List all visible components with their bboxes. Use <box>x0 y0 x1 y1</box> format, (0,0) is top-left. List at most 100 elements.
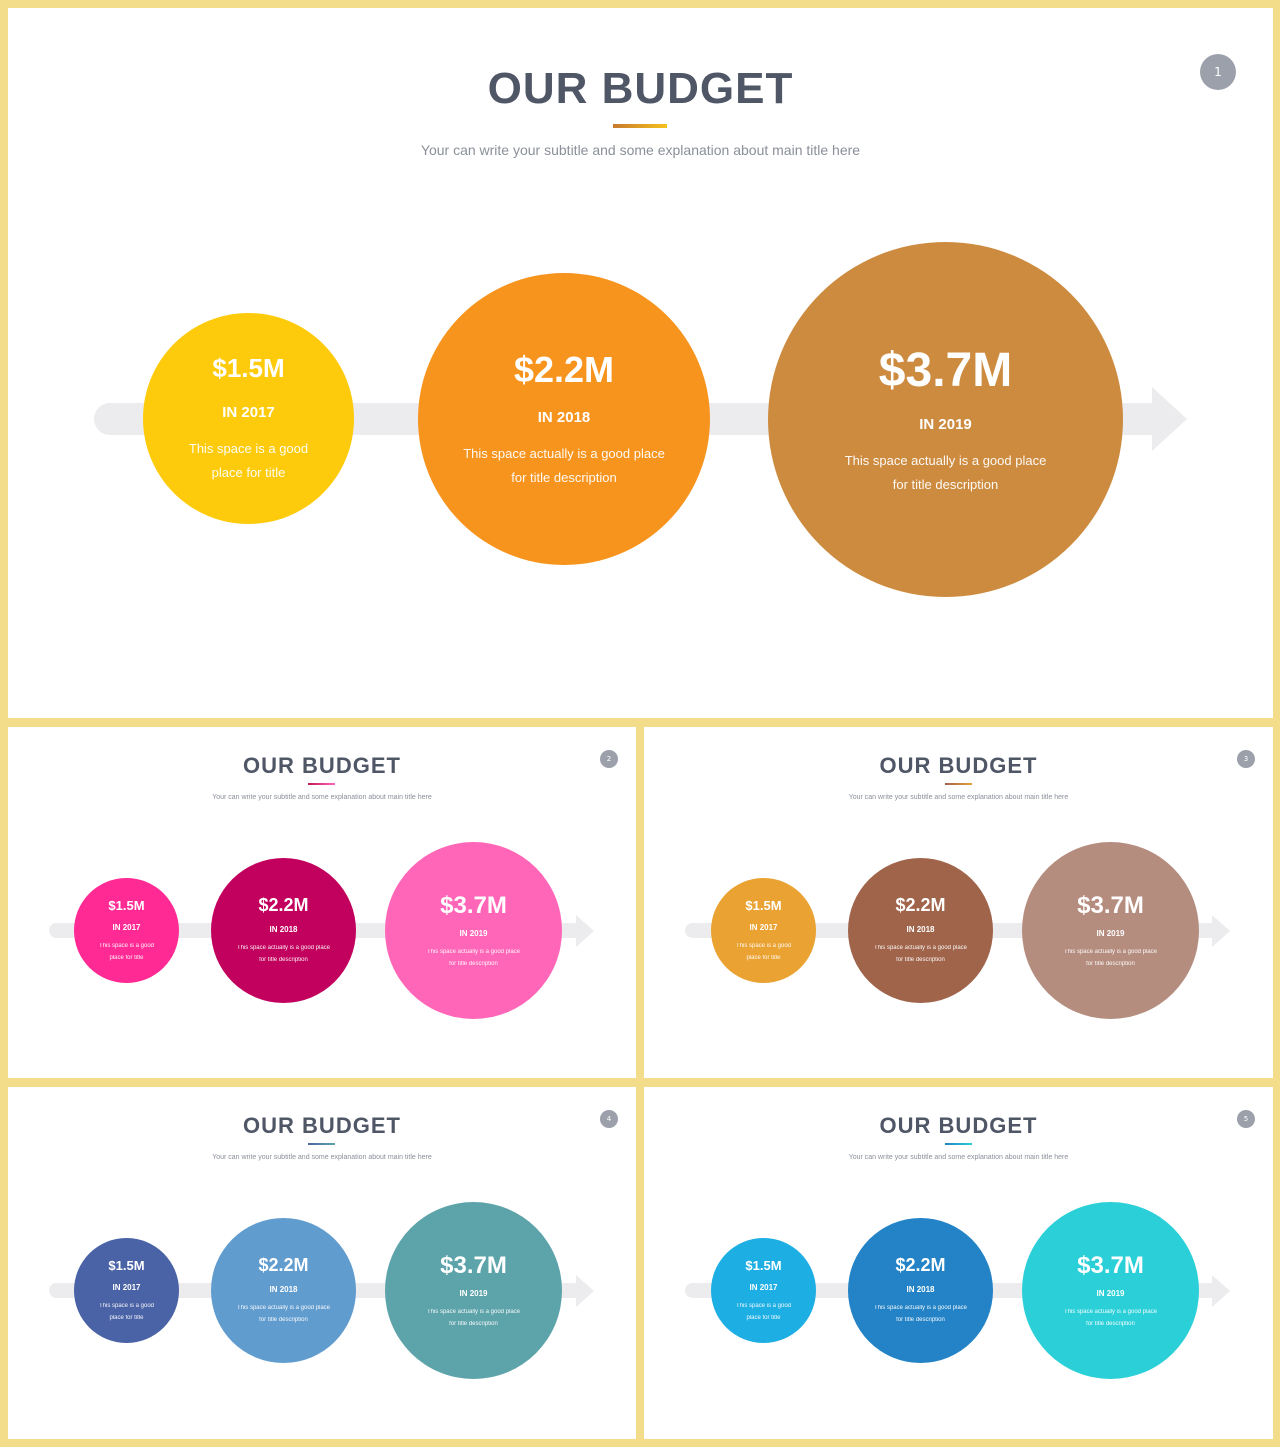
slide-subtitle: Your can write your subtitle and some ex… <box>212 794 432 801</box>
budget-amount: $1.5M <box>212 352 285 383</box>
budget-description-line1: This space is a good <box>98 942 155 949</box>
budget-circle-2017: $1.5M IN 2017 This space is a good place… <box>711 878 816 983</box>
budget-description-line1: This space actually is a good place <box>1063 1308 1158 1315</box>
slide-subtitle: Your can write your subtitle and some ex… <box>848 794 1069 801</box>
budget-circle-2019: $3.7M IN 2019 This space actually is a g… <box>1022 1202 1199 1379</box>
budget-circle-2018: $2.2M IN 2018 This space actually is a g… <box>848 1218 993 1363</box>
budget-description-line1: This space actually is a good place <box>463 445 665 461</box>
budget-description-line1: This space is a good <box>735 1302 792 1309</box>
budget-amount: $3.7M <box>878 343 1013 397</box>
budget-circle-2017: $1.5M IN 2017 This space is a good place… <box>74 878 179 983</box>
page-number-badge: 2 <box>600 750 618 768</box>
budget-description-line1: This space is a good <box>735 942 792 949</box>
budget-description-line1: This space actually is a good place <box>236 1305 331 1311</box>
slide-title: OUR BUDGET <box>879 753 1038 778</box>
title-underline <box>308 1143 335 1145</box>
budget-amount: $2.2M <box>513 348 615 390</box>
budget-circle-2018: $2.2M IN 2018 This space actually is a g… <box>418 273 710 565</box>
timeline-arrow-head <box>1212 915 1230 947</box>
timeline-arrow-head <box>576 1275 594 1307</box>
budget-circle-2019: $3.7M IN 2019 This space actually is a g… <box>768 242 1123 597</box>
slide-1[interactable]: OUR BUDGET Your can write your subtitle … <box>8 8 1273 718</box>
budget-year: IN 2017 <box>112 1282 141 1292</box>
page-number-badge: 4 <box>600 1110 618 1128</box>
slide-2[interactable]: OUR BUDGET Your can write your subtitle … <box>8 727 636 1078</box>
budget-description-line2: place for title <box>109 1314 144 1321</box>
slide-title: OUR BUDGET <box>243 753 401 778</box>
slide-title: OUR BUDGET <box>487 64 794 113</box>
budget-description-line2: for title description <box>896 957 945 963</box>
timeline-arrow-head <box>1212 1275 1230 1307</box>
title-underline <box>945 783 972 785</box>
budget-amount: $1.5M <box>745 1257 782 1273</box>
budget-amount: $2.2M <box>258 895 309 915</box>
budget-amount: $1.5M <box>745 897 782 913</box>
budget-circle-2017: $1.5M IN 2017 This space is a good place… <box>143 313 354 524</box>
slide-subtitle: Your can write your subtitle and some ex… <box>212 1154 432 1161</box>
budget-year: IN 2018 <box>269 925 298 934</box>
budget-description-line2: for title description <box>511 469 617 485</box>
slide-3[interactable]: OUR BUDGET Your can write your subtitle … <box>644 727 1273 1078</box>
slide-title: OUR BUDGET <box>879 1113 1038 1138</box>
budget-circle-2019: $3.7M IN 2019 This space actually is a g… <box>1022 842 1199 1019</box>
budget-circle-2018: $2.2M IN 2018 This space actually is a g… <box>211 858 356 1003</box>
budget-description-line1: This space actually is a good place <box>873 945 968 951</box>
slide-subtitle: Your can write your subtitle and some ex… <box>848 1154 1069 1161</box>
budget-description-line1: This space actually is a good place <box>1063 948 1158 955</box>
budget-year: IN 2019 <box>459 1288 488 1298</box>
budget-circle-2019: $3.7M IN 2019 This space actually is a g… <box>385 1202 562 1379</box>
budget-description-line2: for title description <box>896 1317 945 1323</box>
budget-amount: $1.5M <box>108 897 145 913</box>
budget-description-line1: This space actually is a good place <box>236 945 331 951</box>
slide-title: OUR BUDGET <box>243 1113 401 1138</box>
budget-year: IN 2017 <box>749 1282 778 1292</box>
timeline-arrow-head <box>576 915 594 947</box>
budget-circle-2018: $2.2M IN 2018 This space actually is a g… <box>211 1218 356 1363</box>
budget-amount: $1.5M <box>108 1257 145 1273</box>
budget-circle-2017: $1.5M IN 2017 This space is a good place… <box>711 1238 816 1343</box>
budget-description-line2: for title description <box>259 1317 308 1323</box>
budget-description-line2: for title description <box>892 476 999 492</box>
budget-amount: $2.2M <box>895 895 946 915</box>
budget-description-line1: This space is a good <box>98 1302 155 1309</box>
budget-amount: $3.7M <box>1077 1251 1144 1279</box>
budget-description-line2: place for title <box>109 954 144 961</box>
budget-year: IN 2017 <box>222 403 275 421</box>
budget-description-line1: This space actually is a good place <box>426 948 521 955</box>
budget-amount: $3.7M <box>440 891 507 919</box>
budget-year: IN 2019 <box>1096 928 1125 938</box>
page-number-badge: 3 <box>1237 750 1255 768</box>
budget-year: IN 2019 <box>919 415 972 433</box>
budget-description-line2: for title description <box>259 957 308 963</box>
budget-description-line2: for title description <box>449 1320 498 1327</box>
budget-description-line2: place for title <box>211 464 286 480</box>
title-underline <box>945 1143 972 1145</box>
budget-description-line2: for title description <box>1086 1320 1135 1327</box>
budget-year: IN 2019 <box>459 928 488 938</box>
budget-year: IN 2017 <box>112 922 141 932</box>
budget-year: IN 2019 <box>1096 1288 1125 1298</box>
budget-description-line1: This space is a good <box>188 440 309 456</box>
budget-description-line1: This space actually is a good place <box>844 452 1047 468</box>
budget-year: IN 2018 <box>906 1285 935 1294</box>
budget-amount: $2.2M <box>258 1255 309 1275</box>
title-underline <box>308 783 335 785</box>
page-number-badge: 5 <box>1237 1110 1255 1128</box>
budget-description-line1: This space actually is a good place <box>873 1305 968 1311</box>
budget-description-line1: This space actually is a good place <box>426 1308 521 1315</box>
timeline-arrow-head <box>1152 387 1187 451</box>
budget-amount: $2.2M <box>895 1255 946 1275</box>
budget-year: IN 2018 <box>906 925 935 934</box>
budget-description-line2: place for title <box>746 1314 781 1321</box>
title-underline <box>613 124 667 128</box>
budget-amount: $3.7M <box>1077 891 1144 919</box>
budget-description-line2: place for title <box>746 954 781 961</box>
slide-subtitle: Your can write your subtitle and some ex… <box>420 142 861 158</box>
slide-5[interactable]: OUR BUDGET Your can write your subtitle … <box>644 1087 1273 1439</box>
slide-4[interactable]: OUR BUDGET Your can write your subtitle … <box>8 1087 636 1439</box>
budget-description-line2: for title description <box>1086 960 1135 967</box>
budget-year: IN 2018 <box>269 1285 298 1294</box>
budget-amount: $3.7M <box>440 1251 507 1279</box>
budget-year: IN 2017 <box>749 922 778 932</box>
page-number-badge: 1 <box>1200 54 1236 90</box>
